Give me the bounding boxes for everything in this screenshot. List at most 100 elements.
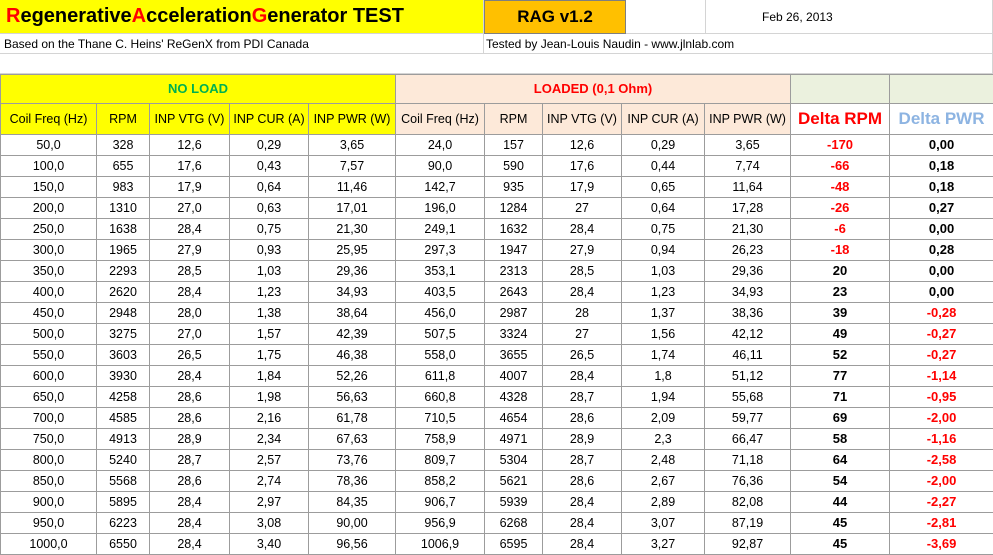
no-load-cell: 17,6	[150, 156, 230, 177]
no-load-cell: 17,01	[309, 198, 396, 219]
loaded-cell: 17,6	[543, 156, 622, 177]
no-load-cell: 4913	[97, 429, 150, 450]
no-load-cell: 1638	[97, 219, 150, 240]
loaded-cell: 0,75	[622, 219, 705, 240]
loaded-cell: 24,0	[396, 135, 485, 156]
loaded-cell: 4007	[485, 366, 543, 387]
loaded-cell: 1,94	[622, 387, 705, 408]
loaded-cell: 590	[485, 156, 543, 177]
loaded-cell: 28,9	[543, 429, 622, 450]
loaded-cell: 28,6	[543, 408, 622, 429]
column-header-row: Coil Freq (Hz) RPM INP VTG (V) INP CUR (…	[1, 104, 993, 135]
delta-rpm-cell: 69	[791, 408, 890, 429]
loaded-cell: 2,48	[622, 450, 705, 471]
loaded-cell: 1,03	[622, 261, 705, 282]
loaded-cell: 28,4	[543, 534, 622, 555]
no-load-cell: 27,0	[150, 198, 230, 219]
no-load-cell: 1,03	[230, 261, 309, 282]
loaded-cell: 157	[485, 135, 543, 156]
no-load-cell: 3275	[97, 324, 150, 345]
title-segment: G	[252, 5, 268, 28]
no-load-cell: 0,75	[230, 219, 309, 240]
loaded-cell: 28,7	[543, 450, 622, 471]
no-load-cell: 3930	[97, 366, 150, 387]
delta-rpm-cell: 64	[791, 450, 890, 471]
delta-pwr-cell: 0,28	[890, 240, 993, 261]
loaded-cell: 90,0	[396, 156, 485, 177]
loaded-cell: 17,9	[543, 177, 622, 198]
column-header: INP PWR (W)	[705, 104, 791, 135]
no-load-cell: 950,0	[1, 513, 97, 534]
delta-rpm-header: Delta RPM	[791, 104, 890, 135]
no-load-cell: 28,4	[150, 492, 230, 513]
no-load-cell: 28,6	[150, 387, 230, 408]
no-load-cell: 11,46	[309, 177, 396, 198]
title-segment: enerator TEST	[267, 5, 404, 28]
loaded-cell: 1284	[485, 198, 543, 219]
loaded-cell: 55,68	[705, 387, 791, 408]
loaded-cell: 28	[543, 303, 622, 324]
no-load-cell: 650,0	[1, 387, 97, 408]
no-load-cell: 2293	[97, 261, 150, 282]
column-header: RPM	[97, 104, 150, 135]
loaded-cell: 710,5	[396, 408, 485, 429]
loaded-cell: 6595	[485, 534, 543, 555]
loaded-cell: 29,36	[705, 261, 791, 282]
loaded-cell: 809,7	[396, 450, 485, 471]
no-load-cell: 2948	[97, 303, 150, 324]
no-load-cell: 1,38	[230, 303, 309, 324]
no-load-cell: 0,93	[230, 240, 309, 261]
delta-pwr-cell: -2,81	[890, 513, 993, 534]
no-load-cell: 4585	[97, 408, 150, 429]
loaded-cell: 297,3	[396, 240, 485, 261]
no-load-cell: 450,0	[1, 303, 97, 324]
no-load-cell: 38,64	[309, 303, 396, 324]
delta-pwr-cell: 0,18	[890, 177, 993, 198]
delta-pwr-cell: 0,00	[890, 135, 993, 156]
no-load-cell: 0,63	[230, 198, 309, 219]
loaded-cell: 5939	[485, 492, 543, 513]
no-load-cell: 5568	[97, 471, 150, 492]
loaded-cell: 59,77	[705, 408, 791, 429]
delta-rpm-cell: 45	[791, 513, 890, 534]
loaded-cell: 1947	[485, 240, 543, 261]
no-load-cell: 1310	[97, 198, 150, 219]
test-date: Feb 26, 2013	[706, 0, 993, 34]
delta-rpm-cell: -18	[791, 240, 890, 261]
no-load-cell: 0,43	[230, 156, 309, 177]
no-load-cell: 90,00	[309, 513, 396, 534]
loaded-cell: 1,56	[622, 324, 705, 345]
no-load-cell: 27,0	[150, 324, 230, 345]
no-load-cell: 2,97	[230, 492, 309, 513]
loaded-cell: 1,37	[622, 303, 705, 324]
empty-cell	[626, 0, 706, 34]
loaded-cell: 196,0	[396, 198, 485, 219]
loaded-cell: 2,09	[622, 408, 705, 429]
loaded-cell: 1,23	[622, 282, 705, 303]
loaded-cell: 26,5	[543, 345, 622, 366]
empty-cell	[890, 75, 993, 104]
no-load-cell: 34,93	[309, 282, 396, 303]
loaded-cell: 3655	[485, 345, 543, 366]
delta-rpm-cell: 58	[791, 429, 890, 450]
column-header: Coil Freq (Hz)	[396, 104, 485, 135]
no-load-cell: 1,98	[230, 387, 309, 408]
loaded-cell: 353,1	[396, 261, 485, 282]
loaded-cell: 27	[543, 324, 622, 345]
delta-rpm-cell: 71	[791, 387, 890, 408]
delta-pwr-cell: -2,00	[890, 471, 993, 492]
no-load-cell: 28,7	[150, 450, 230, 471]
loaded-cell: 51,12	[705, 366, 791, 387]
delta-pwr-cell: -1,14	[890, 366, 993, 387]
loaded-cell: 558,0	[396, 345, 485, 366]
no-load-cell: 2620	[97, 282, 150, 303]
no-load-cell: 200,0	[1, 198, 97, 219]
loaded-cell: 507,5	[396, 324, 485, 345]
